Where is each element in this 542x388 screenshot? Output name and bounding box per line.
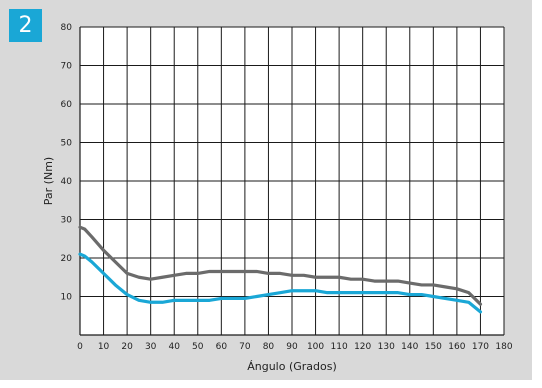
x-tick-label: 140 xyxy=(401,342,418,352)
x-tick-label: 40 xyxy=(168,342,180,352)
y-tick-label: 80 xyxy=(61,23,73,33)
x-tick-label: 70 xyxy=(239,342,251,352)
x-tick-label: 50 xyxy=(192,342,204,352)
x-tick-label: 0 xyxy=(77,342,83,352)
x-tick-label: 110 xyxy=(331,342,348,352)
figure-number-badge: 2 xyxy=(9,9,42,42)
y-tick-label: 50 xyxy=(61,139,73,149)
y-tick-label: 20 xyxy=(61,254,73,264)
x-tick-label: 150 xyxy=(425,342,442,352)
x-tick-label: 180 xyxy=(495,342,512,352)
y-axis-label: Par (Nm) xyxy=(42,157,55,205)
x-tick-label: 100 xyxy=(307,342,324,352)
x-tick-label: 10 xyxy=(98,342,110,352)
x-axis-label: Ángulo (Grados) xyxy=(247,360,337,373)
tick-labels: 0 10 20 30 40 50 60 70 80 90 100 110 120 130 140 150 160… xyxy=(61,23,513,352)
x-tick-label: 90 xyxy=(286,342,298,352)
x-tick-label: 60 xyxy=(216,342,228,352)
x-tick-label: 130 xyxy=(378,342,395,352)
x-tick-label: 170 xyxy=(472,342,489,352)
x-tick-label: 120 xyxy=(354,342,371,352)
x-tick-label: 160 xyxy=(448,342,465,352)
x-tick-label: 80 xyxy=(263,342,275,352)
y-tick-label: 30 xyxy=(61,216,73,226)
y-tick-label: 40 xyxy=(61,177,73,187)
series-line-2 xyxy=(78,252,483,314)
x-tick-label: 20 xyxy=(121,342,133,352)
y-tick-label: 10 xyxy=(61,293,73,303)
axes xyxy=(79,27,504,336)
y-tick-label: 60 xyxy=(61,100,73,110)
x-tick-label: 30 xyxy=(145,342,157,352)
series-lines xyxy=(78,225,483,314)
grid xyxy=(80,26,505,335)
y-tick-label: 70 xyxy=(61,62,73,72)
series-line-1 xyxy=(78,225,483,306)
